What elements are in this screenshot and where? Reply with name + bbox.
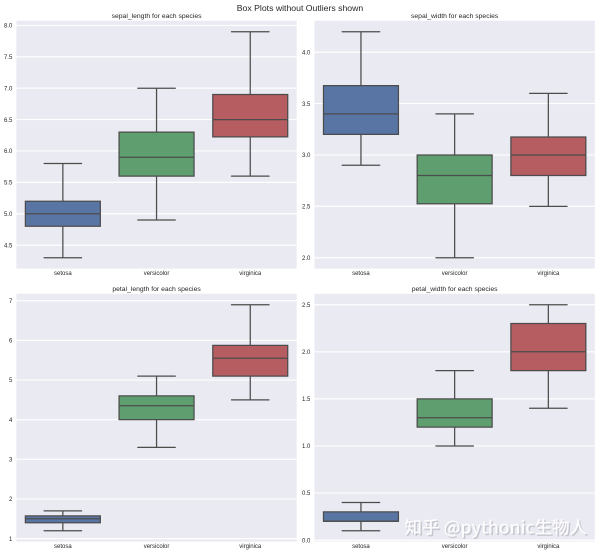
svg-text:4.0: 4.0 — [302, 50, 311, 56]
svg-text:versicolor: versicolor — [442, 544, 468, 550]
svg-text:3.0: 3.0 — [302, 153, 311, 159]
svg-text:setosa: setosa — [54, 271, 72, 277]
svg-text:0.5: 0.5 — [302, 491, 311, 497]
svg-text:Box Plots without Outliers sho: Box Plots without Outliers shown — [237, 3, 364, 13]
svg-text:6: 6 — [9, 339, 13, 345]
svg-text:sepal_length for each species: sepal_length for each species — [112, 13, 203, 20]
svg-text:6.0: 6.0 — [4, 149, 13, 155]
svg-text:7: 7 — [9, 299, 13, 305]
svg-text:virginica: virginica — [239, 271, 262, 277]
svg-text:versicolor: versicolor — [144, 544, 170, 550]
svg-text:setosa: setosa — [352, 271, 370, 277]
svg-text:virginica: virginica — [239, 544, 262, 550]
svg-text:4: 4 — [9, 418, 13, 424]
svg-text:3: 3 — [9, 458, 13, 464]
svg-text:petal_width for each species: petal_width for each species — [412, 286, 498, 293]
svg-text:6.5: 6.5 — [4, 118, 13, 124]
svg-text:5.5: 5.5 — [4, 181, 13, 187]
svg-text:5: 5 — [9, 378, 13, 384]
svg-text:virginica: virginica — [537, 544, 560, 550]
svg-text:2: 2 — [9, 497, 13, 503]
svg-text:4.5: 4.5 — [4, 243, 13, 249]
svg-text:sepal_width for each species: sepal_width for each species — [411, 13, 499, 20]
svg-text:1: 1 — [9, 537, 13, 543]
svg-text:7.0: 7.0 — [4, 86, 13, 92]
svg-text:8.0: 8.0 — [4, 24, 13, 30]
svg-text:2.0: 2.0 — [302, 350, 311, 356]
svg-text:petal_length for each species: petal_length for each species — [112, 286, 201, 293]
svg-text:2.5: 2.5 — [302, 205, 311, 211]
svg-text:1.0: 1.0 — [302, 444, 311, 450]
svg-text:1.5: 1.5 — [302, 397, 311, 403]
svg-text:2.0: 2.0 — [302, 256, 311, 262]
svg-text:5.0: 5.0 — [4, 212, 13, 218]
svg-text:versicolor: versicolor — [144, 271, 170, 277]
svg-text:virginica: virginica — [537, 271, 560, 277]
svg-text:7.5: 7.5 — [4, 55, 13, 61]
svg-text:2.5: 2.5 — [302, 303, 311, 309]
svg-text:setosa: setosa — [54, 544, 72, 550]
svg-text:3.5: 3.5 — [302, 102, 311, 108]
svg-text:versicolor: versicolor — [442, 271, 468, 277]
svg-text:0.0: 0.0 — [302, 538, 311, 544]
svg-text:setosa: setosa — [352, 544, 370, 550]
